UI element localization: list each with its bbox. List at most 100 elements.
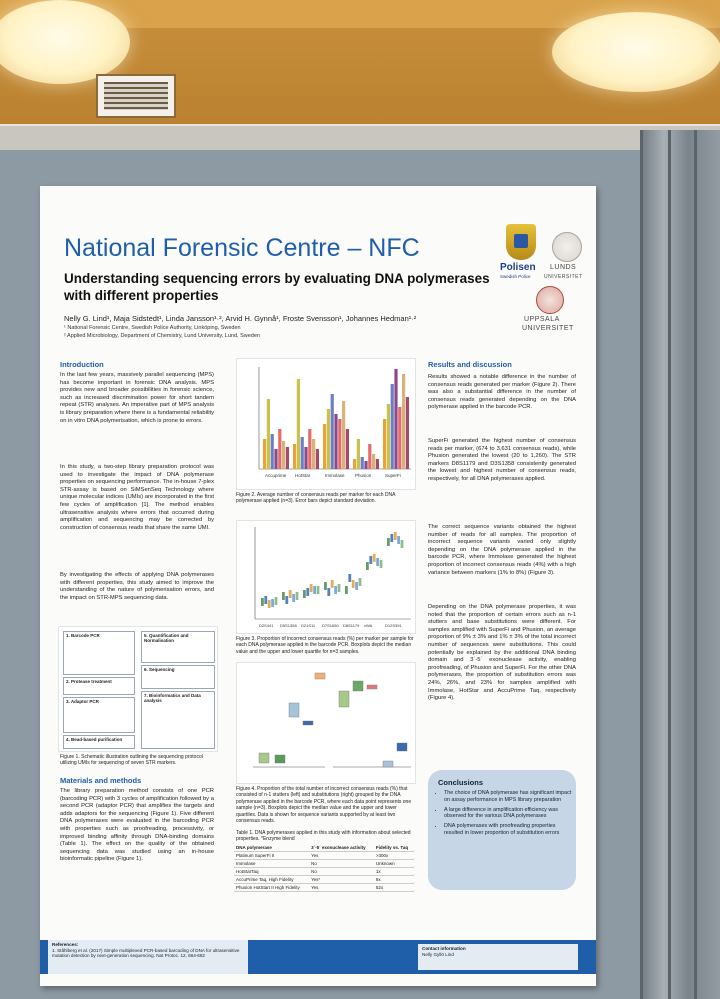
table-row: AccuPrime Taq, High Fidelity Yes* 9x	[234, 875, 414, 884]
bar	[296, 379, 300, 469]
scientific-poster: National Forensic Centre – NFC Understan…	[40, 186, 596, 986]
bar	[315, 449, 319, 469]
bar	[304, 447, 308, 469]
box	[327, 588, 331, 596]
table-row: Platinum SuperFi II Yes >300x	[234, 851, 414, 860]
uppsala-logo-subtext: UNIVERSITET	[522, 325, 574, 332]
box	[369, 556, 373, 564]
tick-label: D7S1650	[322, 623, 339, 628]
bar	[285, 447, 289, 469]
lund-logo-subtext: UNIVERSITET	[544, 274, 583, 280]
tick-label: Immolase	[325, 473, 345, 478]
tick-label: Accuprime	[265, 473, 287, 478]
tick-label: D12S391	[385, 623, 402, 628]
board-seam	[694, 130, 697, 999]
bar	[394, 369, 398, 469]
poster-title: National Forensic Centre – NFC	[64, 234, 420, 262]
box	[267, 600, 271, 608]
bar	[300, 437, 304, 469]
bar	[364, 461, 368, 469]
ceiling-lamp-right	[552, 12, 720, 92]
bar	[326, 409, 330, 469]
bar	[375, 459, 379, 469]
tick-label: D5S1358	[280, 623, 297, 628]
tick-label: HotStar	[295, 473, 311, 478]
tick-label: D2S441	[259, 623, 274, 628]
bar	[386, 404, 390, 469]
figure-4-caption: Figure 4. Proportion of the total number…	[236, 786, 412, 825]
bar	[274, 449, 278, 469]
tick-label: SuperFi	[385, 473, 401, 478]
wall-ledge	[0, 124, 720, 152]
affiliation-2: ² Applied Microbiology, Department of Ch…	[64, 333, 260, 339]
workflow-step-protease: 2. Protease treatment	[63, 677, 135, 695]
conclusions-heading: Conclusions	[438, 778, 484, 787]
poster-footer: References: 1. Ståhlberg et al. (2017) S…	[40, 940, 596, 974]
conclusion-item: A large difference in amplification effi…	[444, 807, 572, 821]
box	[376, 558, 379, 566]
results-paragraph-4: Depending on the DNA polymerase properti…	[428, 604, 576, 702]
poster-subtitle: Understanding sequencing errors by evalu…	[64, 271, 490, 303]
contact-heading: Contact information	[422, 946, 466, 951]
box	[285, 596, 289, 604]
poster-authors: Nelly G. Lind¹, Maja Sidstedt¹, Linda Ja…	[64, 314, 417, 323]
box	[313, 586, 316, 594]
ceiling-lamp-left	[0, 0, 130, 84]
bar	[372, 454, 376, 469]
box	[382, 760, 394, 768]
box	[324, 582, 327, 590]
box	[306, 588, 310, 596]
bar	[383, 419, 387, 469]
bar	[270, 434, 274, 469]
conclusion-item: DNA polymerases with proofreading proper…	[444, 823, 572, 837]
introduction-heading: Introduction	[60, 360, 104, 369]
figure-3-boxplot: D2S441 D5S1358 D21S11 D7S1650 D8S1179 vWA D12S…	[236, 520, 416, 634]
box	[372, 554, 376, 562]
box	[366, 562, 369, 570]
box	[292, 594, 295, 602]
board-seam	[640, 130, 643, 999]
contact-box: Contact information Nelly Gyllö Lind	[418, 944, 578, 970]
box	[264, 596, 268, 604]
introduction-paragraph-1: In the last few years, massively paralle…	[60, 372, 214, 424]
box	[355, 582, 358, 590]
lund-logo-text: LUNDS	[550, 264, 577, 271]
box	[282, 592, 285, 600]
references-heading: References:	[52, 942, 79, 947]
workflow-step-sequencing: 6. Sequencing	[141, 665, 215, 689]
results-paragraph-3: The correct sequence variants obtained t…	[428, 524, 576, 576]
box	[288, 702, 300, 718]
box	[393, 532, 397, 540]
references-box: References: 1. Ståhlberg et al. (2017) S…	[48, 940, 248, 974]
tick-label: D21S11	[301, 623, 316, 628]
box	[400, 540, 404, 548]
board-seam	[668, 130, 671, 999]
figure-2-bar-chart: Accuprime HotStar Immolase Phusion SuperFi	[236, 358, 416, 490]
box	[274, 597, 278, 605]
conclusions-box: Conclusions The choice of DNA polymerase…	[428, 770, 576, 890]
box	[334, 586, 337, 594]
table-header-cell: Fidelity vs. Taq	[373, 844, 414, 852]
workflow-step-adaptor-pcr: 3. Adaptor PCR	[63, 697, 135, 733]
table-row: Immolase No Unknown	[234, 859, 414, 868]
contact-name: Nelly Gyllö Lind	[422, 951, 454, 957]
tick-label: Phusion	[355, 473, 372, 478]
bar	[323, 424, 327, 469]
workflow-step-quantification: 5. Quantification and Normalisation	[141, 631, 215, 663]
box	[348, 574, 352, 582]
box	[379, 560, 383, 568]
bar	[405, 397, 409, 469]
box	[390, 534, 394, 542]
air-vent	[96, 74, 176, 118]
bar	[263, 439, 267, 469]
workflow-step-barcode-pcr: 1. Barcode PCR	[63, 631, 135, 675]
bar	[398, 407, 402, 469]
police-logo-subtext: Swedish Police	[500, 274, 531, 279]
tick-label: D8S1179	[343, 623, 360, 628]
methods-paragraph: The library preparation method consists …	[60, 788, 214, 863]
affiliation-1: ¹ National Forensic Centre, Swedish Poli…	[64, 325, 241, 331]
box	[258, 752, 270, 764]
bar	[330, 394, 334, 469]
figure-3-caption: Figure 3. Proportion of incorrect consen…	[236, 636, 414, 655]
bar	[402, 374, 406, 469]
